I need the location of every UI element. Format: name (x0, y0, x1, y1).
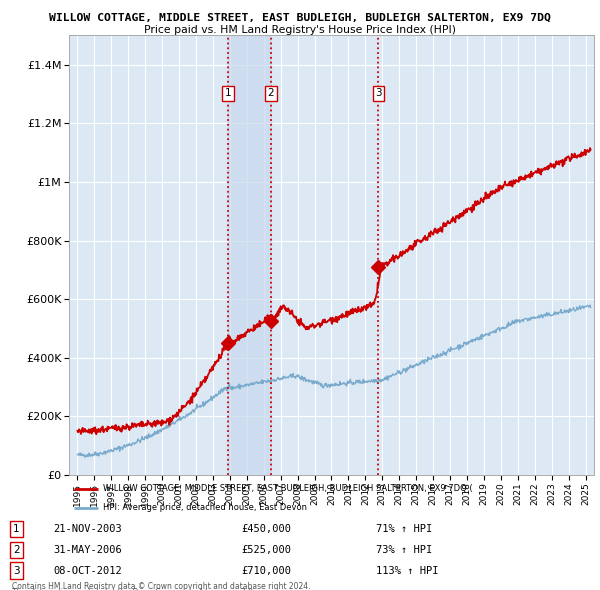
Text: WILLOW COTTAGE, MIDDLE STREET, EAST BUDLEIGH, BUDLEIGH SALTERTON, EX9 7DQ: WILLOW COTTAGE, MIDDLE STREET, EAST BUDL… (49, 13, 551, 23)
Text: 3: 3 (375, 88, 382, 99)
Text: 08-OCT-2012: 08-OCT-2012 (53, 566, 122, 575)
Text: WILLOW COTTAGE, MIDDLE STREET, EAST BUDLEIGH, BUDLEIGH SALTERTON, EX9 7DQ (: WILLOW COTTAGE, MIDDLE STREET, EAST BUDL… (103, 484, 473, 493)
Text: 2: 2 (13, 545, 20, 555)
Text: 1: 1 (225, 88, 232, 99)
Text: 21-NOV-2003: 21-NOV-2003 (53, 525, 122, 534)
Text: £525,000: £525,000 (241, 545, 291, 555)
Text: 73% ↑ HPI: 73% ↑ HPI (376, 545, 433, 555)
Text: This data is licensed under the Open Government Licence v3.0.: This data is licensed under the Open Gov… (12, 588, 256, 590)
Text: 2: 2 (268, 88, 274, 99)
Text: 71% ↑ HPI: 71% ↑ HPI (376, 525, 433, 534)
Bar (228, 35, 271, 475)
Text: £450,000: £450,000 (241, 525, 291, 534)
Text: 3: 3 (13, 566, 20, 575)
Text: Price paid vs. HM Land Registry's House Price Index (HPI): Price paid vs. HM Land Registry's House … (144, 25, 456, 35)
Text: £710,000: £710,000 (241, 566, 291, 575)
Text: 31-MAY-2006: 31-MAY-2006 (53, 545, 122, 555)
Text: HPI: Average price, detached house, East Devon: HPI: Average price, detached house, East… (103, 503, 307, 512)
Text: Contains HM Land Registry data © Crown copyright and database right 2024.: Contains HM Land Registry data © Crown c… (12, 582, 311, 590)
Text: 1: 1 (13, 525, 20, 534)
Text: 113% ↑ HPI: 113% ↑ HPI (376, 566, 439, 575)
